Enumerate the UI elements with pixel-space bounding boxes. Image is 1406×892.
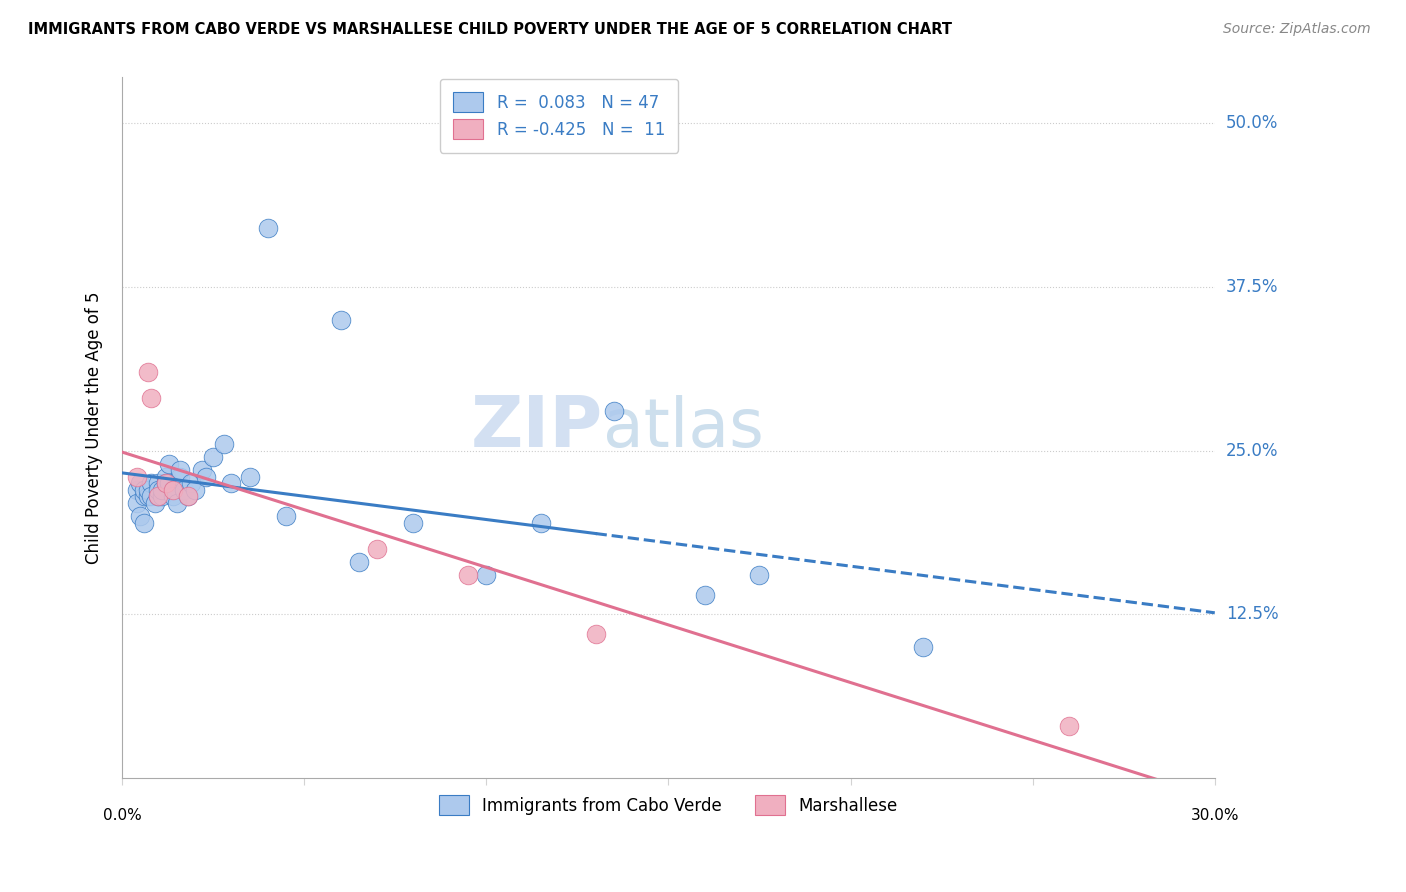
Text: 12.5%: 12.5% xyxy=(1226,606,1278,624)
Point xyxy=(347,555,370,569)
Point xyxy=(136,490,159,504)
Point xyxy=(141,391,163,405)
Point xyxy=(176,490,198,504)
Point xyxy=(603,404,626,418)
Point xyxy=(176,490,198,504)
Point xyxy=(274,509,297,524)
Point xyxy=(238,470,260,484)
Point xyxy=(141,476,163,491)
Point xyxy=(366,541,388,556)
Legend: Immigrants from Cabo Verde, Marshallese: Immigrants from Cabo Verde, Marshallese xyxy=(432,789,904,822)
Point xyxy=(256,221,278,235)
Point xyxy=(1057,718,1080,732)
Y-axis label: Child Poverty Under the Age of 5: Child Poverty Under the Age of 5 xyxy=(86,292,103,564)
Point xyxy=(136,365,159,379)
Point xyxy=(585,627,607,641)
Point xyxy=(173,483,195,497)
Point xyxy=(148,476,170,491)
Point xyxy=(125,470,148,484)
Text: 25.0%: 25.0% xyxy=(1226,442,1278,459)
Point xyxy=(141,490,163,504)
Point xyxy=(169,463,191,477)
Point xyxy=(169,470,191,484)
Point xyxy=(132,516,155,530)
Point xyxy=(162,490,184,504)
Point xyxy=(125,496,148,510)
Point xyxy=(150,490,173,504)
Point xyxy=(155,476,177,491)
Point xyxy=(912,640,935,654)
Point xyxy=(148,490,170,504)
Point xyxy=(329,312,352,326)
Text: IMMIGRANTS FROM CABO VERDE VS MARSHALLESE CHILD POVERTY UNDER THE AGE OF 5 CORRE: IMMIGRANTS FROM CABO VERDE VS MARSHALLES… xyxy=(28,22,952,37)
Point xyxy=(202,450,225,464)
Point xyxy=(129,476,152,491)
Text: 0.0%: 0.0% xyxy=(103,808,142,823)
Point xyxy=(155,470,177,484)
Point xyxy=(402,516,425,530)
Text: atlas: atlas xyxy=(603,394,763,460)
Text: 37.5%: 37.5% xyxy=(1226,278,1278,296)
Point xyxy=(530,516,553,530)
Point xyxy=(457,568,479,582)
Point xyxy=(162,483,184,497)
Point xyxy=(475,568,498,582)
Point xyxy=(136,483,159,497)
Point xyxy=(148,490,170,504)
Text: 30.0%: 30.0% xyxy=(1191,808,1239,823)
Point xyxy=(184,483,207,497)
Point xyxy=(162,483,184,497)
Point xyxy=(157,476,180,491)
Point xyxy=(748,568,770,582)
Point xyxy=(212,437,235,451)
Point xyxy=(143,496,166,510)
Point xyxy=(132,483,155,497)
Point xyxy=(157,457,180,471)
Point xyxy=(221,476,243,491)
Point xyxy=(132,490,155,504)
Point xyxy=(166,496,188,510)
Point xyxy=(693,588,716,602)
Point xyxy=(194,470,217,484)
Point xyxy=(148,483,170,497)
Point xyxy=(150,483,173,497)
Text: 50.0%: 50.0% xyxy=(1226,114,1278,132)
Text: ZIP: ZIP xyxy=(471,393,603,462)
Point xyxy=(191,463,214,477)
Point xyxy=(125,483,148,497)
Point xyxy=(129,509,152,524)
Text: Source: ZipAtlas.com: Source: ZipAtlas.com xyxy=(1223,22,1371,37)
Point xyxy=(180,476,202,491)
Point xyxy=(155,476,177,491)
